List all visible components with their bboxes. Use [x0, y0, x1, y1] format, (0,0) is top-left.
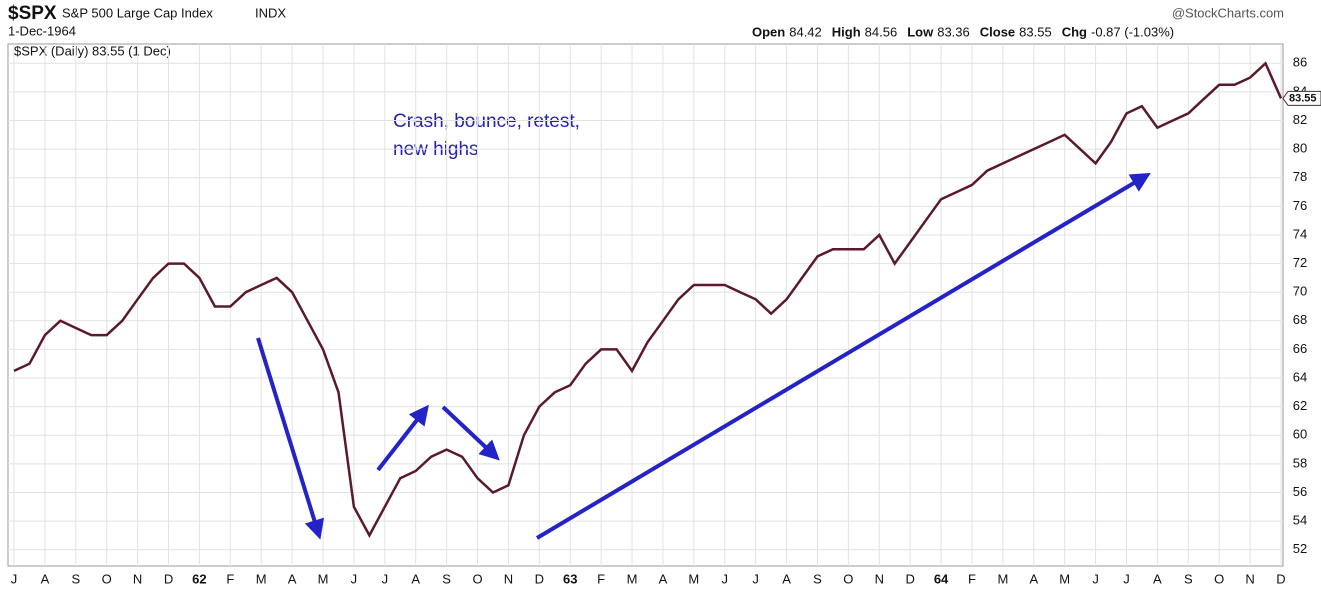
- source: @StockCharts.com: [1172, 5, 1284, 20]
- x-tick-label: J: [351, 571, 358, 586]
- x-tick-label: S: [1184, 571, 1193, 586]
- x-tick-label: 63: [563, 571, 577, 586]
- x-tick-label: M: [997, 571, 1008, 586]
- x-tick-label: M: [1059, 571, 1070, 586]
- quote-value: 84.56: [865, 24, 898, 39]
- x-tick-label: N: [504, 571, 513, 586]
- x-tick-label: A: [1029, 571, 1038, 586]
- y-tick-label: 58: [1293, 455, 1307, 470]
- y-tick-label: 54: [1293, 513, 1307, 528]
- quote-value: 84.42: [789, 24, 822, 39]
- quote-label: Open: [752, 24, 785, 39]
- arrow: [441, 405, 500, 461]
- x-tick-label: J: [382, 571, 389, 586]
- quote-label: High: [832, 24, 861, 39]
- y-tick-label: 56: [1293, 484, 1307, 499]
- x-tick-label: O: [1214, 571, 1224, 586]
- y-tick-label: 66: [1293, 341, 1307, 356]
- x-tick-label: D: [164, 571, 173, 586]
- arrow: [256, 337, 325, 540]
- last-price-tag: [1282, 90, 1321, 106]
- x-tick-label: M: [627, 571, 638, 586]
- index-name: S&P 500 Large Cap Index: [62, 5, 213, 20]
- x-tick-label: S: [442, 571, 451, 586]
- y-tick-label: 60: [1293, 427, 1307, 442]
- y-tick-label: 72: [1293, 255, 1307, 270]
- x-tick-label: S: [813, 571, 822, 586]
- y-tick-label: 62: [1293, 398, 1307, 413]
- arrow: [376, 404, 429, 472]
- y-tick-label: 78: [1293, 169, 1307, 184]
- x-tick-label: F: [226, 571, 234, 586]
- x-tick-label: D: [1276, 571, 1285, 586]
- x-tick-label: J: [1123, 571, 1130, 586]
- x-tick-label: J: [722, 571, 729, 586]
- y-tick-label: 80: [1293, 141, 1307, 156]
- plot-frame: [7, 43, 1284, 567]
- quote-label: Low: [907, 24, 934, 39]
- quote: Open 84.42 High 84.56 Low 83.36 Close 83.55 Chg -…: [752, 24, 1174, 39]
- x-tick-label: D: [535, 571, 544, 586]
- y-tick-label: 86: [1293, 55, 1307, 70]
- y-tick-label: 82: [1293, 112, 1307, 127]
- x-tick-label: M: [688, 571, 699, 586]
- y-tick-label: 76: [1293, 198, 1307, 213]
- x-tick-label: O: [843, 571, 853, 586]
- x-tick-label: M: [256, 571, 267, 586]
- x-tick-label: M: [318, 571, 329, 586]
- last-price-label: 83.55: [1289, 92, 1317, 104]
- x-tick-label: 64: [934, 571, 949, 586]
- arrow: [535, 172, 1151, 540]
- quote-value: 83.55: [1019, 24, 1052, 39]
- y-tick-label: 68: [1293, 312, 1307, 327]
- x-tick-label: A: [411, 571, 420, 586]
- quote-label: Close: [980, 24, 1015, 39]
- quote-value: 83.36: [937, 24, 970, 39]
- symbol: $SPX: [8, 3, 57, 24]
- x-tick-label: F: [597, 571, 605, 586]
- x-tick-label: A: [288, 571, 297, 586]
- quote-label: Chg: [1062, 24, 1087, 39]
- quote-value: -0.87 (-1.03%): [1091, 24, 1174, 39]
- x-tick-label: A: [782, 571, 791, 586]
- x-tick-label: D: [905, 571, 914, 586]
- price-line: [13, 61, 1283, 539]
- x-tick-label: N: [133, 571, 142, 586]
- exchange: INDX: [255, 5, 286, 20]
- x-tick-label: A: [1153, 571, 1162, 586]
- x-tick-label: J: [752, 571, 759, 586]
- x-tick-label: J: [1092, 571, 1099, 586]
- x-tick-label: O: [102, 571, 112, 586]
- x-tick-label: 62: [192, 571, 206, 586]
- x-tick-label: O: [472, 571, 482, 586]
- y-tick-label: 64: [1293, 369, 1307, 384]
- x-tick-label: F: [968, 571, 976, 586]
- y-tick-label: 74: [1293, 226, 1307, 241]
- x-tick-label: N: [1245, 571, 1254, 586]
- x-tick-label: A: [41, 571, 50, 586]
- plot: 525456586062646668707274767880828486JASO…: [8, 44, 1321, 586]
- x-tick-label: J: [11, 571, 18, 586]
- x-tick-label: S: [71, 571, 80, 586]
- y-tick-label: 70: [1293, 284, 1307, 299]
- legend: $SPX (Daily) 83.55 (1 Dec): [14, 43, 171, 58]
- x-tick-label: N: [875, 571, 884, 586]
- annotation: Crash, bounce, retest,: [393, 111, 580, 132]
- x-tick-label: A: [659, 571, 668, 586]
- date: 1-Dec-1964: [8, 23, 76, 38]
- y-tick-label: 52: [1293, 541, 1307, 556]
